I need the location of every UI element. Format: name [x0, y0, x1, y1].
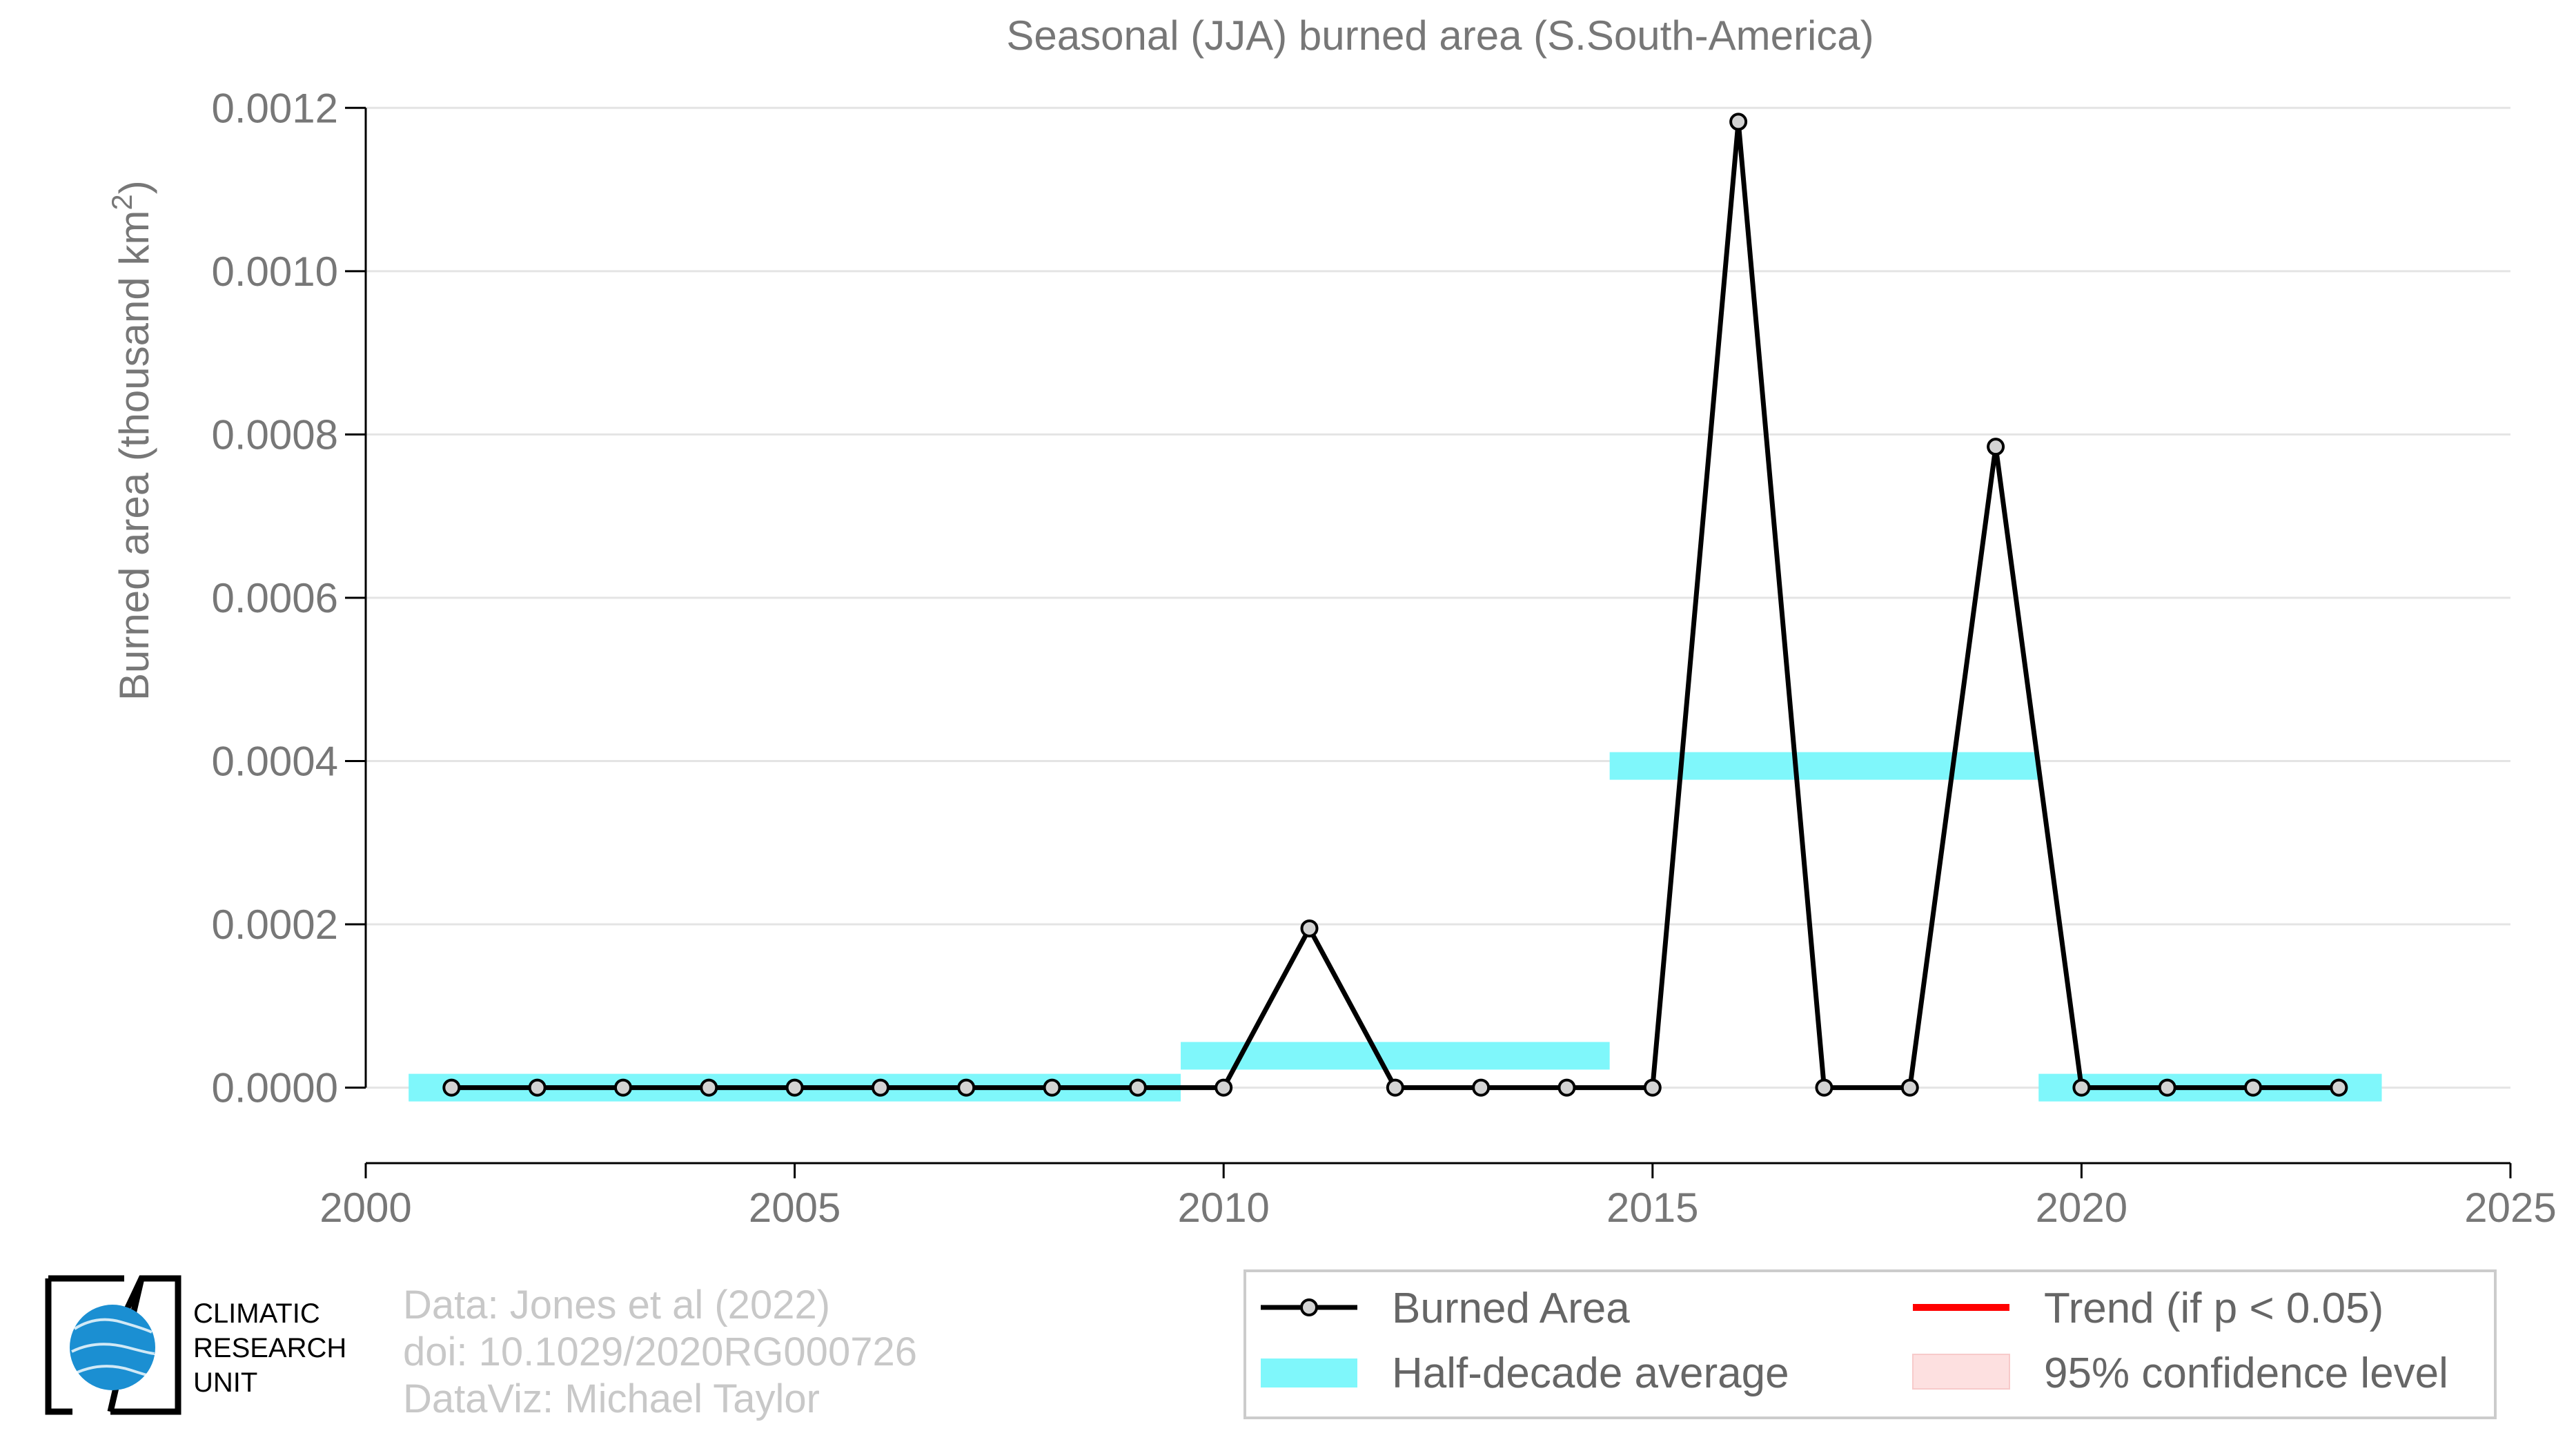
burned-area-point	[1557, 1078, 1576, 1097]
legend-label-confidence: 95% confidence level	[2044, 1350, 2448, 1397]
legend-box	[1243, 1269, 2497, 1419]
legend-confidence-swatch	[1912, 1354, 2010, 1390]
half-decade-bands	[409, 752, 2382, 1102]
burned-area-point	[785, 1078, 804, 1097]
y-tick-label: 0.0010	[211, 249, 338, 295]
chart-title: Seasonal (JJA) burned area (S.South-Amer…	[1006, 12, 1874, 59]
x-axis: 2000 2005 2010 2015 2020 2025	[319, 1162, 2557, 1231]
logo-line-1: CLIMATIC	[193, 1298, 320, 1329]
x-tick-label: 2000	[319, 1185, 411, 1231]
burned-area-point	[2244, 1078, 2263, 1097]
y-tick-label: 0.0012	[211, 85, 338, 131]
y-tick-label: 0.0006	[211, 575, 338, 621]
y-axis-label-suffix: )	[111, 180, 157, 194]
burned-area-point	[1900, 1078, 1919, 1097]
legend-burned-area-marker	[1300, 1298, 1318, 1316]
x-tick-label: 2020	[2036, 1185, 2127, 1231]
burned-area-line	[451, 121, 2339, 1091]
legend-label-trend: Trend (if p < 0.05)	[2044, 1285, 2383, 1332]
burned-area-point	[1987, 438, 2005, 456]
half-decade-band	[1609, 752, 2039, 780]
legend-half-decade-swatch	[1261, 1359, 1357, 1387]
burned-area-point	[1643, 1078, 1662, 1097]
x-tick-label: 2025	[2464, 1185, 2556, 1231]
burned-area-point	[871, 1078, 889, 1097]
y-tick-label: 0.0002	[211, 902, 338, 948]
burned-area-point	[1215, 1078, 1233, 1097]
x-tick-label: 2005	[749, 1185, 840, 1231]
credit-doi: doi: 10.1029/2020RG000726	[403, 1330, 917, 1374]
burned-area-series	[442, 113, 2348, 1097]
burned-area-point	[700, 1078, 718, 1097]
y-tick-label: 0.0008	[211, 411, 338, 458]
y-axis-label: Burned area (thousand km2)	[106, 180, 157, 701]
burned-area-point	[1128, 1078, 1147, 1097]
globe-lines-icon	[71, 1318, 157, 1378]
burned-area-point	[1472, 1078, 1491, 1097]
y-axis-label-superscript: 2	[106, 194, 138, 210]
burned-area-point	[957, 1078, 976, 1097]
legend-label-half-decade: Half-decade average	[1392, 1350, 1789, 1397]
legend: Burned Area Trend (if p < 0.05) Half-dec…	[1243, 1269, 2497, 1419]
burned-area-point	[442, 1078, 461, 1097]
burned-area-point	[1729, 113, 1748, 131]
burned-area-point	[1815, 1078, 1833, 1097]
legend-label-burned-area: Burned Area	[1392, 1285, 1630, 1332]
logo-frame-icon	[45, 1275, 181, 1415]
burned-area-point	[2158, 1078, 2176, 1097]
burned-area-point	[528, 1078, 547, 1097]
burned-area-point	[2072, 1078, 2091, 1097]
half-decade-band	[1181, 1042, 1610, 1070]
y-tick-label: 0.0000	[211, 1065, 338, 1111]
cru-logo: CLIMATIC RESEARCH UNIT	[45, 1275, 346, 1415]
credit-dataviz: DataViz: Michael Taylor	[403, 1376, 820, 1421]
grid	[366, 106, 2510, 1089]
credit-data-source: Data: Jones et al (2022)	[403, 1283, 830, 1327]
burned-area-point	[1300, 919, 1319, 937]
x-tick-label: 2010	[1177, 1185, 1269, 1231]
logo-line-2: RESEARCH	[193, 1333, 346, 1363]
y-tick-label: 0.0004	[211, 738, 338, 784]
y-axis: 0.0000 0.0002 0.0004 0.0006 0.0008 0.0010 0.00…	[211, 85, 367, 1111]
burned-area-point	[1043, 1078, 1061, 1097]
x-tick-label: 2015	[1606, 1185, 1698, 1231]
y-axis-label-main: Burned area (thousand km	[111, 211, 157, 701]
burned-area-point	[1386, 1078, 1404, 1097]
logo-line-3: UNIT	[193, 1367, 257, 1398]
burned-area-point	[2330, 1078, 2348, 1097]
burned-area-point	[613, 1078, 632, 1097]
